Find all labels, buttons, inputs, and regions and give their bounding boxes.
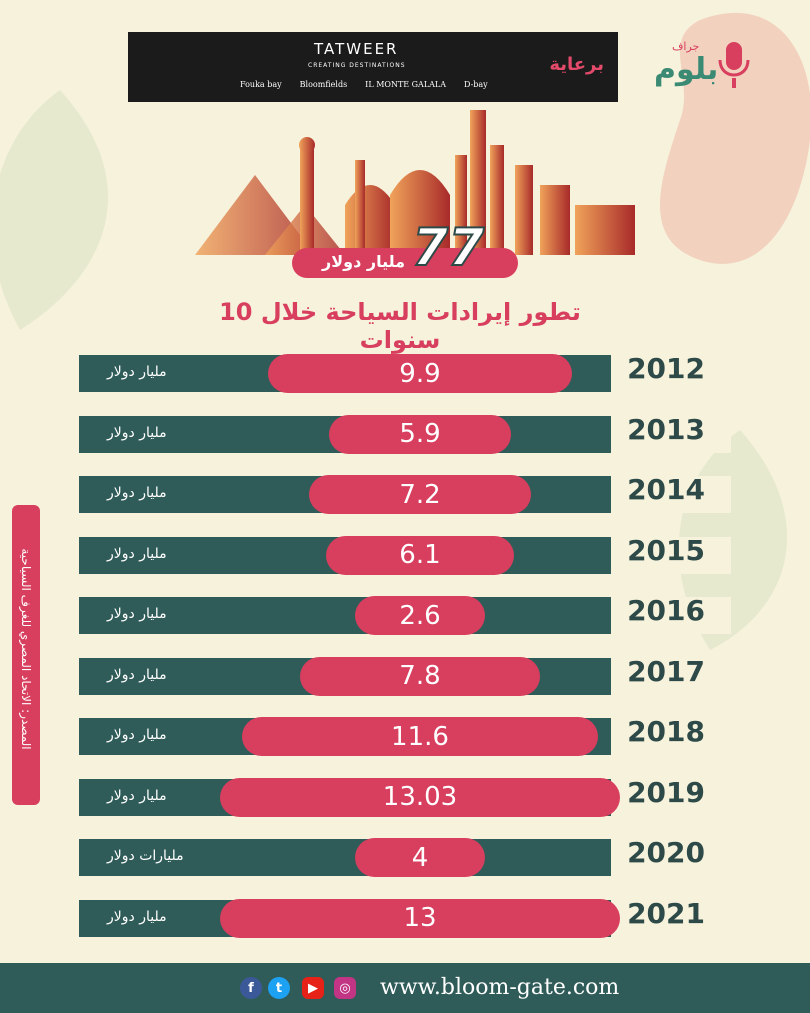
facebook-icon[interactable]: f xyxy=(240,977,262,999)
year-label: 2019 xyxy=(627,775,705,809)
chart-bar: 6.1 xyxy=(326,535,514,575)
youtube-icon[interactable]: ▶ xyxy=(302,977,324,999)
year-label: 2015 xyxy=(627,533,705,567)
cairo-skyline-illustration xyxy=(195,110,635,255)
logo-text: بلوم xyxy=(654,52,719,87)
year-label: 2018 xyxy=(627,715,705,748)
blob-decoration-right xyxy=(660,13,810,264)
year-label: 2012 xyxy=(627,352,705,385)
total-number: 77 xyxy=(411,217,485,279)
year-label: 2016 xyxy=(627,594,705,627)
sponsor-logo: D-bay xyxy=(464,80,488,89)
year-label: 2021 xyxy=(627,896,705,930)
year-label: 2013 xyxy=(627,412,705,446)
row-unit-label: مليار دولار xyxy=(107,908,167,925)
row-unit-label: مليارات دولار xyxy=(107,848,184,864)
year-label: 2014 xyxy=(627,473,705,506)
instagram-icon[interactable]: ◎ xyxy=(334,977,356,999)
row-unit-label: مليار دولار xyxy=(107,545,167,562)
chart-row: مليار دولار xyxy=(79,476,731,513)
sponsor-logo: Bloomfields xyxy=(299,80,348,89)
chart-bar: 5.9 xyxy=(329,414,511,454)
sponsor-banner: TATWEER CREATING DESTINATIONS Fouka bay … xyxy=(128,32,618,102)
chart-bar: 13.03 xyxy=(220,777,620,817)
sponsor-brand: TATWEER xyxy=(314,40,399,58)
chart-bar: 13 xyxy=(220,898,620,938)
chart-title: تطور إيرادات السياحة خلال 10 سنوات xyxy=(219,298,581,354)
sponsor-label: برعاية xyxy=(549,54,604,75)
website-link[interactable]: www.bloom-gate.com xyxy=(380,975,620,1000)
bloom-logo: بلوم جراف xyxy=(650,38,760,100)
microphone-icon xyxy=(718,42,750,88)
year-label: 2020 xyxy=(627,836,705,869)
sponsor-logo: IL MONTE GALALA xyxy=(365,80,447,89)
chart-bar: 9.9 xyxy=(268,354,572,393)
total-badge: مليار دولار xyxy=(292,248,518,278)
row-unit-label: مليار دولار xyxy=(107,364,167,380)
row-unit-label: مليار دولار xyxy=(107,787,167,804)
source-text: المصدر: الاتحاد المصري للغرف السياحية xyxy=(19,548,33,750)
chart-bar: 7.8 xyxy=(300,656,540,696)
sponsor-tagline: CREATING DESTINATIONS xyxy=(308,62,406,69)
chart-bar: 11.6 xyxy=(241,717,599,756)
year-label: 2017 xyxy=(627,654,705,688)
row-unit-label: مليار دولار xyxy=(107,666,167,683)
logo-subtext: جراف xyxy=(672,40,700,53)
footer: f t ▶ ◎ www.bloom-gate.com xyxy=(0,963,810,1013)
sponsor-logos: Fouka bay Bloomfields IL MONTE GALALA D-… xyxy=(240,80,488,89)
row-unit-label: مليار دولار xyxy=(107,485,167,501)
twitter-icon[interactable]: t xyxy=(268,977,290,999)
row-unit-label: مليار دولار xyxy=(107,424,167,441)
chart-bar: 4 xyxy=(355,838,485,877)
row-unit-label: مليار دولار xyxy=(107,606,167,622)
chart-bar: 2.6 xyxy=(355,596,485,635)
source-note: المصدر: الاتحاد المصري للغرف السياحية xyxy=(12,505,40,805)
total-unit: مليار دولار xyxy=(322,252,406,271)
sponsor-logo: Fouka bay xyxy=(240,80,282,89)
row-unit-label: مليار دولار xyxy=(107,727,167,743)
leaf-decoration-top-left xyxy=(0,90,108,330)
chart-bar: 7.2 xyxy=(309,475,531,514)
